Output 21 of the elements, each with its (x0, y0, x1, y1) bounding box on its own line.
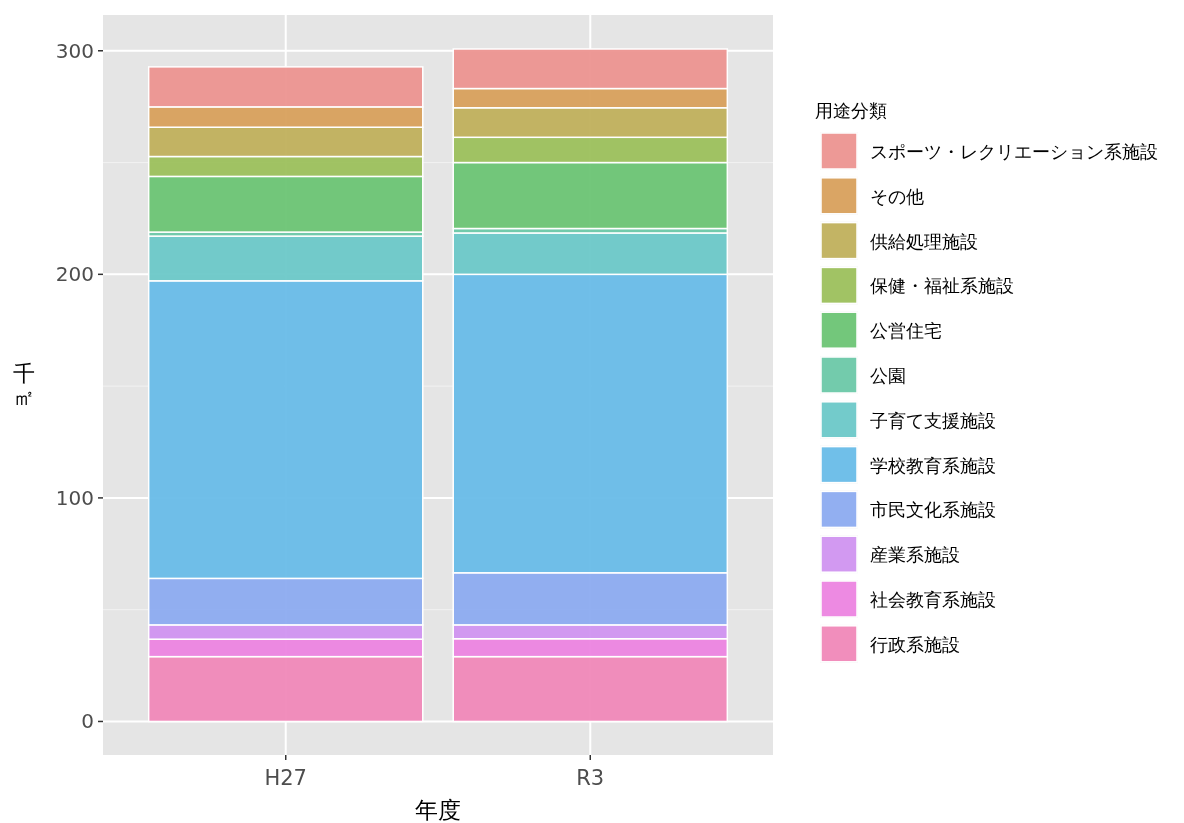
x-axis-title: 年度 (415, 797, 461, 823)
legend-label: 公営住宅 (870, 320, 942, 342)
legend-label: 行政系施設 (870, 633, 960, 655)
legend-label: 産業系施設 (870, 544, 960, 566)
legend-label: 市民文化系施設 (870, 499, 996, 521)
legend-title: 用途分類 (815, 100, 887, 121)
legend-label: 社会教育系施設 (870, 589, 996, 610)
x-tick-label: R3 (576, 766, 605, 790)
y-tick-label: 200 (55, 262, 94, 287)
y-axis-title: 千㎡ (13, 361, 35, 410)
legend-label: 学校教育系施設 (870, 454, 996, 476)
legend-label: その他 (870, 185, 924, 207)
legend-label: 供給処理施設 (870, 230, 978, 252)
y-tick-label: 100 (55, 485, 94, 510)
legend-label: 公園 (870, 365, 906, 386)
legend-label: 保健・福祉系施設 (870, 275, 1014, 297)
y-tick-label: 0 (81, 709, 94, 734)
legend-label: 子育て支援施設 (870, 409, 996, 431)
y-tick-label: 300 (55, 38, 94, 63)
x-tick-label: H27 (264, 766, 307, 790)
legend-label: スポーツ・レクリエーション系施設 (870, 141, 1158, 162)
